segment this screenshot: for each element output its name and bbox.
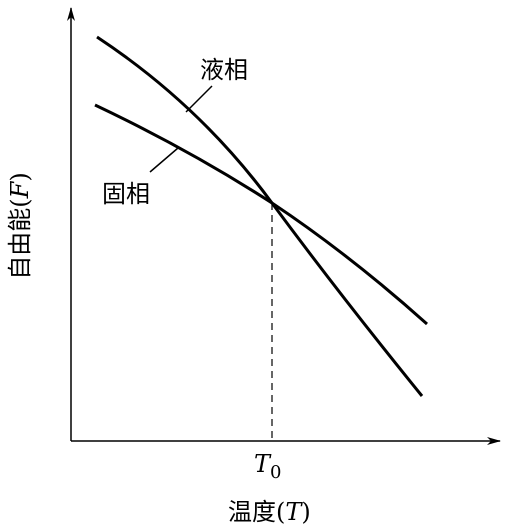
t0-subscript: 0 [270, 462, 281, 483]
solid-leader [149, 147, 179, 173]
x-label-symbol: T [285, 498, 303, 526]
liquid-curve [96, 35, 424, 397]
y-label-close: ) [6, 172, 34, 181]
y-axis-label: 自由能(F) [6, 172, 34, 279]
x-axis-label: 温度(T) [228, 498, 311, 526]
solid-label: 固相 [102, 180, 150, 208]
y-label-text: 自由能( [6, 198, 34, 279]
y-label-symbol: F [6, 180, 34, 199]
solid-curve [94, 103, 429, 326]
x-label-text: 温度( [228, 498, 285, 526]
liquid-leader [185, 85, 213, 113]
t0-label: T0 [254, 450, 281, 483]
x-label-close: ) [301, 498, 310, 526]
liquid-label: 液相 [200, 56, 248, 84]
t0-symbol: T [254, 450, 272, 478]
